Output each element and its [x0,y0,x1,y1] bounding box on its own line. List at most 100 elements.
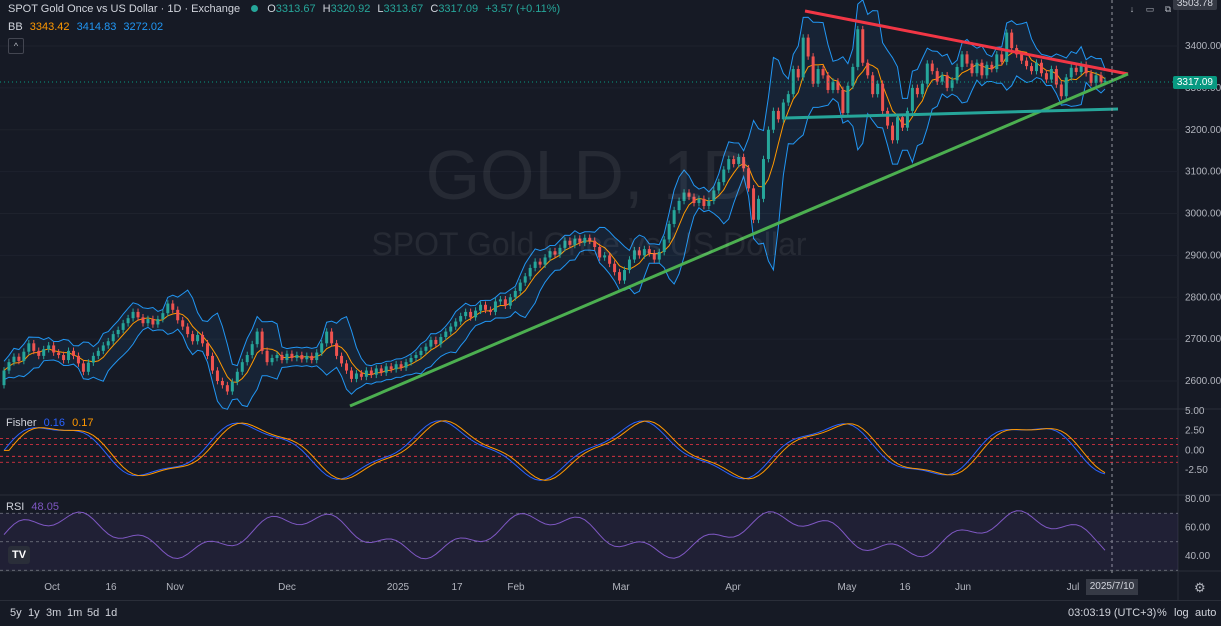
candle-body [613,263,617,273]
time-tick-label: Nov [166,582,184,593]
candle-body [528,267,532,277]
low-label: L [377,3,384,15]
candle-body [558,247,562,255]
range-1y-button[interactable]: 1y [28,607,40,619]
fisher-value-2: 0.17 [72,417,94,429]
candle-body [1094,75,1098,83]
price-tick-label: 2600.00 [1185,376,1221,387]
candle-body [1030,66,1034,72]
candle-body [161,313,165,320]
candle-body [667,223,671,240]
candle-body [603,255,607,258]
candle-body [414,355,418,358]
triangle-lower-trendline [349,72,1129,408]
candle-body [57,352,61,356]
close-value: 3317.09 [438,3,479,15]
collapse-legend-chevron-icon[interactable]: ^ [8,38,24,54]
settings-gear-icon[interactable]: ⚙ [1194,580,1206,595]
candle-body [588,237,592,241]
time-tick-label: 16 [899,582,911,593]
candle-body [717,182,721,191]
candle-body [156,319,160,325]
candle-body [538,261,542,265]
range-5y-button[interactable]: 5y [10,607,22,619]
candle-body [573,238,577,245]
candle-body [354,373,358,379]
range-1m-button[interactable]: 1m [67,607,83,619]
candle-body [479,304,483,311]
rsi-label[interactable]: RSI [6,501,25,513]
symbol-title[interactable]: SPOT Gold Once vs US Dollar · 1D · Excha… [8,3,241,15]
candle-body [876,83,880,95]
candle-body [1054,69,1058,85]
candle-body [632,250,636,260]
candle-body [439,337,443,345]
arrow-down-icon[interactable]: ↓ [1129,4,1135,14]
candle-body [945,75,949,88]
fisher-legend[interactable]: Fisher 0.16 0.17 [6,417,94,429]
candle-body [851,66,855,86]
candle-body [707,200,711,206]
candle-body [905,110,909,128]
candle-body [776,110,780,120]
low-value: 3313.67 [383,3,424,15]
tradingview-logo[interactable]: TV [8,546,30,564]
candle-body [498,299,502,302]
price-tick-label: 2700.00 [1185,334,1221,345]
symbol-legend[interactable]: SPOT Gold Once vs US Dollar · 1D · Excha… [8,3,560,15]
range-1d-button[interactable]: 1d [105,607,118,619]
rsi-legend[interactable]: RSI 48.05 [6,501,59,513]
candle-body [1103,80,1107,83]
candle-body [67,350,71,361]
candle-body [1020,54,1024,61]
candle-body [459,316,463,322]
percent-scale-toggle[interactable]: % [1157,607,1167,619]
candle-body [677,200,681,211]
fisher-label[interactable]: Fisher [6,417,37,429]
bb-upper-value: 3414.83 [76,21,117,33]
candle-body [871,75,875,95]
rsi-line [3,510,1106,560]
fisher-value-1: 0.16 [43,417,66,429]
candle-body [900,117,904,128]
candle-body [891,125,895,141]
bb-label[interactable]: BB [8,21,23,33]
range-5d-button[interactable]: 5d [87,607,100,619]
log-scale-toggle[interactable]: log [1174,607,1189,619]
candle-body [310,355,314,361]
candle-body [910,87,914,111]
restore-window-icon[interactable]: ▭ [1145,4,1155,14]
candle-body [692,196,696,204]
candle-body [1034,62,1038,72]
candle-body [201,334,205,344]
range-3m-button[interactable]: 3m [46,607,62,619]
fullscreen-icon[interactable]: ⧉ [1164,4,1172,14]
candle-body [444,331,448,338]
candle-body [578,238,582,243]
candle-body [608,255,612,264]
candle-body [146,319,150,324]
candle-body [86,362,90,372]
candle-body [757,198,761,220]
candle-body [424,346,428,351]
candle-body [1064,77,1068,97]
candle-body [330,331,334,344]
open-value: 3313.67 [275,3,316,15]
bb-upper-band [3,0,1106,367]
candle-body [17,356,21,361]
high-label: H [322,3,331,15]
auto-scale-toggle[interactable]: auto [1195,607,1217,619]
candle-body [434,339,438,345]
candle-body [399,364,403,368]
candle-body [1044,73,1048,80]
bb-legend[interactable]: BB 3343.42 3414.83 3272.02 [8,21,163,33]
time-tick-label: Oct [44,582,60,593]
candle-body [315,352,319,361]
candle-body [255,331,259,345]
candle-body [955,66,959,81]
time-tick-label: 16 [105,582,117,593]
clock-timezone[interactable]: 03:03:19 (UTC+3) [1068,607,1157,619]
candle-body [896,117,900,141]
candle-body [886,110,890,126]
